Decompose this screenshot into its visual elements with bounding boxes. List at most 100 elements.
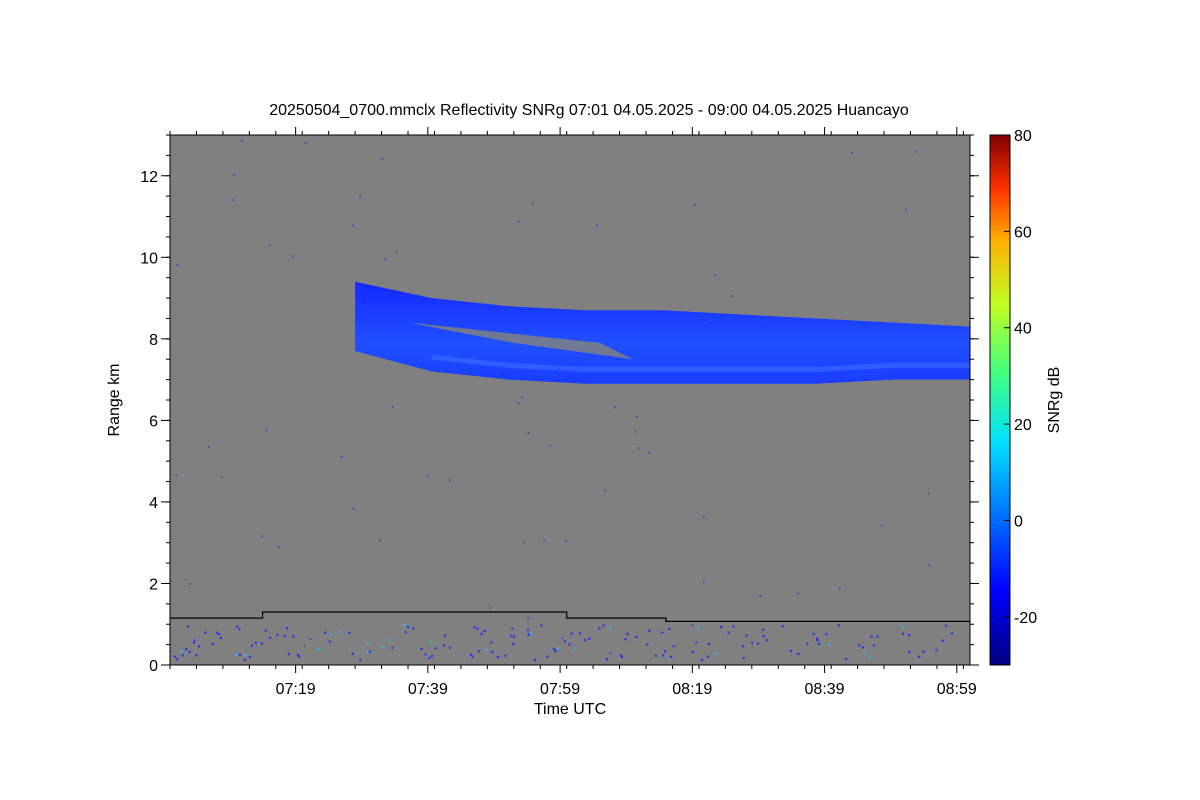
noise-speck (762, 325, 765, 328)
noise-speck (303, 645, 306, 647)
noise-speck (384, 258, 386, 261)
x-tick-label: 07:39 (408, 681, 448, 698)
noise-speck (648, 452, 650, 454)
ground-speck (696, 627, 699, 630)
x-tick-label: 08:59 (937, 681, 977, 698)
ground-speck (715, 652, 718, 655)
ground-speck (324, 631, 327, 634)
ground-speck (918, 655, 921, 658)
ground-speck (540, 624, 543, 627)
ground-speck (328, 640, 331, 643)
ground-speck (404, 631, 407, 634)
echo-layer-shape (355, 281, 970, 384)
ground-speck (317, 648, 320, 651)
y-tick-label: 6 (149, 413, 158, 430)
ground-speck (720, 625, 723, 628)
ground-speck (382, 646, 385, 649)
noise-speck (636, 416, 638, 418)
noise-speck (851, 151, 853, 154)
noise-speck (693, 204, 696, 206)
ground-speck (197, 645, 200, 648)
noise-speck (175, 474, 178, 476)
x-tick-label: 07:59 (540, 681, 580, 698)
ground-speck (407, 626, 410, 629)
colorbar (989, 134, 1011, 666)
ground-speck (477, 650, 480, 653)
y-tick-label: 12 (140, 169, 158, 186)
ground-speck (287, 653, 290, 656)
ground-speck (922, 650, 925, 653)
noise-speck (176, 264, 179, 266)
ground-speck (239, 653, 242, 656)
ground-speck (945, 624, 948, 627)
noise-speck (305, 142, 307, 145)
noise-speck (915, 150, 917, 153)
y-tick-label: 10 (140, 250, 158, 267)
ground-speck (180, 650, 183, 653)
noise-speck (232, 199, 234, 201)
ground-speck (298, 655, 301, 658)
y-axis-label: Range km (106, 364, 123, 437)
ground-speck (219, 637, 222, 640)
ground-speck (181, 654, 184, 657)
colorbar-label: SNRg dB (1046, 367, 1063, 434)
echo-gap (408, 322, 633, 360)
ground-speck (554, 650, 557, 653)
noise-speck (531, 202, 534, 205)
ground-speck (366, 642, 369, 645)
noise-speck (207, 446, 210, 448)
ground-speck (526, 628, 529, 631)
ground-speck (870, 635, 873, 638)
noise-speck (730, 295, 733, 297)
colorbar-tick-label: 80 (1014, 128, 1032, 145)
ground-speck (428, 656, 431, 659)
chart-title: 20250504_0700.mmclx Reflectivity SNRg 07… (269, 102, 909, 119)
ground-speck (389, 638, 392, 641)
ground-speck (568, 643, 571, 646)
ground-speck (609, 627, 612, 630)
ground-speck (901, 625, 904, 628)
ground-speck (292, 635, 295, 638)
noise-speck (527, 617, 529, 619)
ground-speck (250, 644, 253, 647)
noise-speck (395, 250, 398, 253)
noise-speck (189, 583, 191, 585)
ground-speck (598, 627, 601, 630)
ground-speck (662, 654, 665, 657)
ground-speck (174, 655, 177, 658)
ground-speck (858, 644, 861, 647)
ground-speck (742, 657, 745, 660)
ground-speck (215, 631, 218, 634)
ground-speck (672, 645, 675, 648)
ground-speck (557, 647, 560, 650)
ground-speck (588, 637, 591, 640)
ground-speck (553, 648, 556, 651)
noise-speck (502, 373, 505, 375)
noise-speck (269, 244, 271, 247)
ground-speck (351, 652, 354, 655)
ground-speck (578, 632, 581, 635)
noise-speck (604, 489, 606, 492)
ground-speck (825, 633, 828, 636)
noise-speck (240, 140, 243, 142)
noise-speck (261, 535, 264, 538)
plot-background (170, 135, 970, 665)
noise-speck (220, 476, 223, 478)
ground-speck (620, 655, 623, 658)
ground-speck (584, 639, 587, 642)
ground-speck (368, 650, 371, 653)
ground-speck (742, 645, 745, 648)
ground-speck (745, 634, 748, 637)
noise-speck (759, 595, 762, 597)
ground-speck (908, 634, 911, 637)
ground-speck (204, 631, 207, 634)
ground-speck (234, 653, 237, 656)
ground-speck (533, 658, 536, 661)
noise-speck (391, 406, 394, 408)
noise-speck (518, 220, 520, 223)
ground-speck (828, 643, 831, 646)
ground-speck (789, 650, 792, 653)
noise-speck (703, 581, 705, 583)
ground-speck (420, 647, 423, 650)
noise-speck (379, 539, 382, 542)
